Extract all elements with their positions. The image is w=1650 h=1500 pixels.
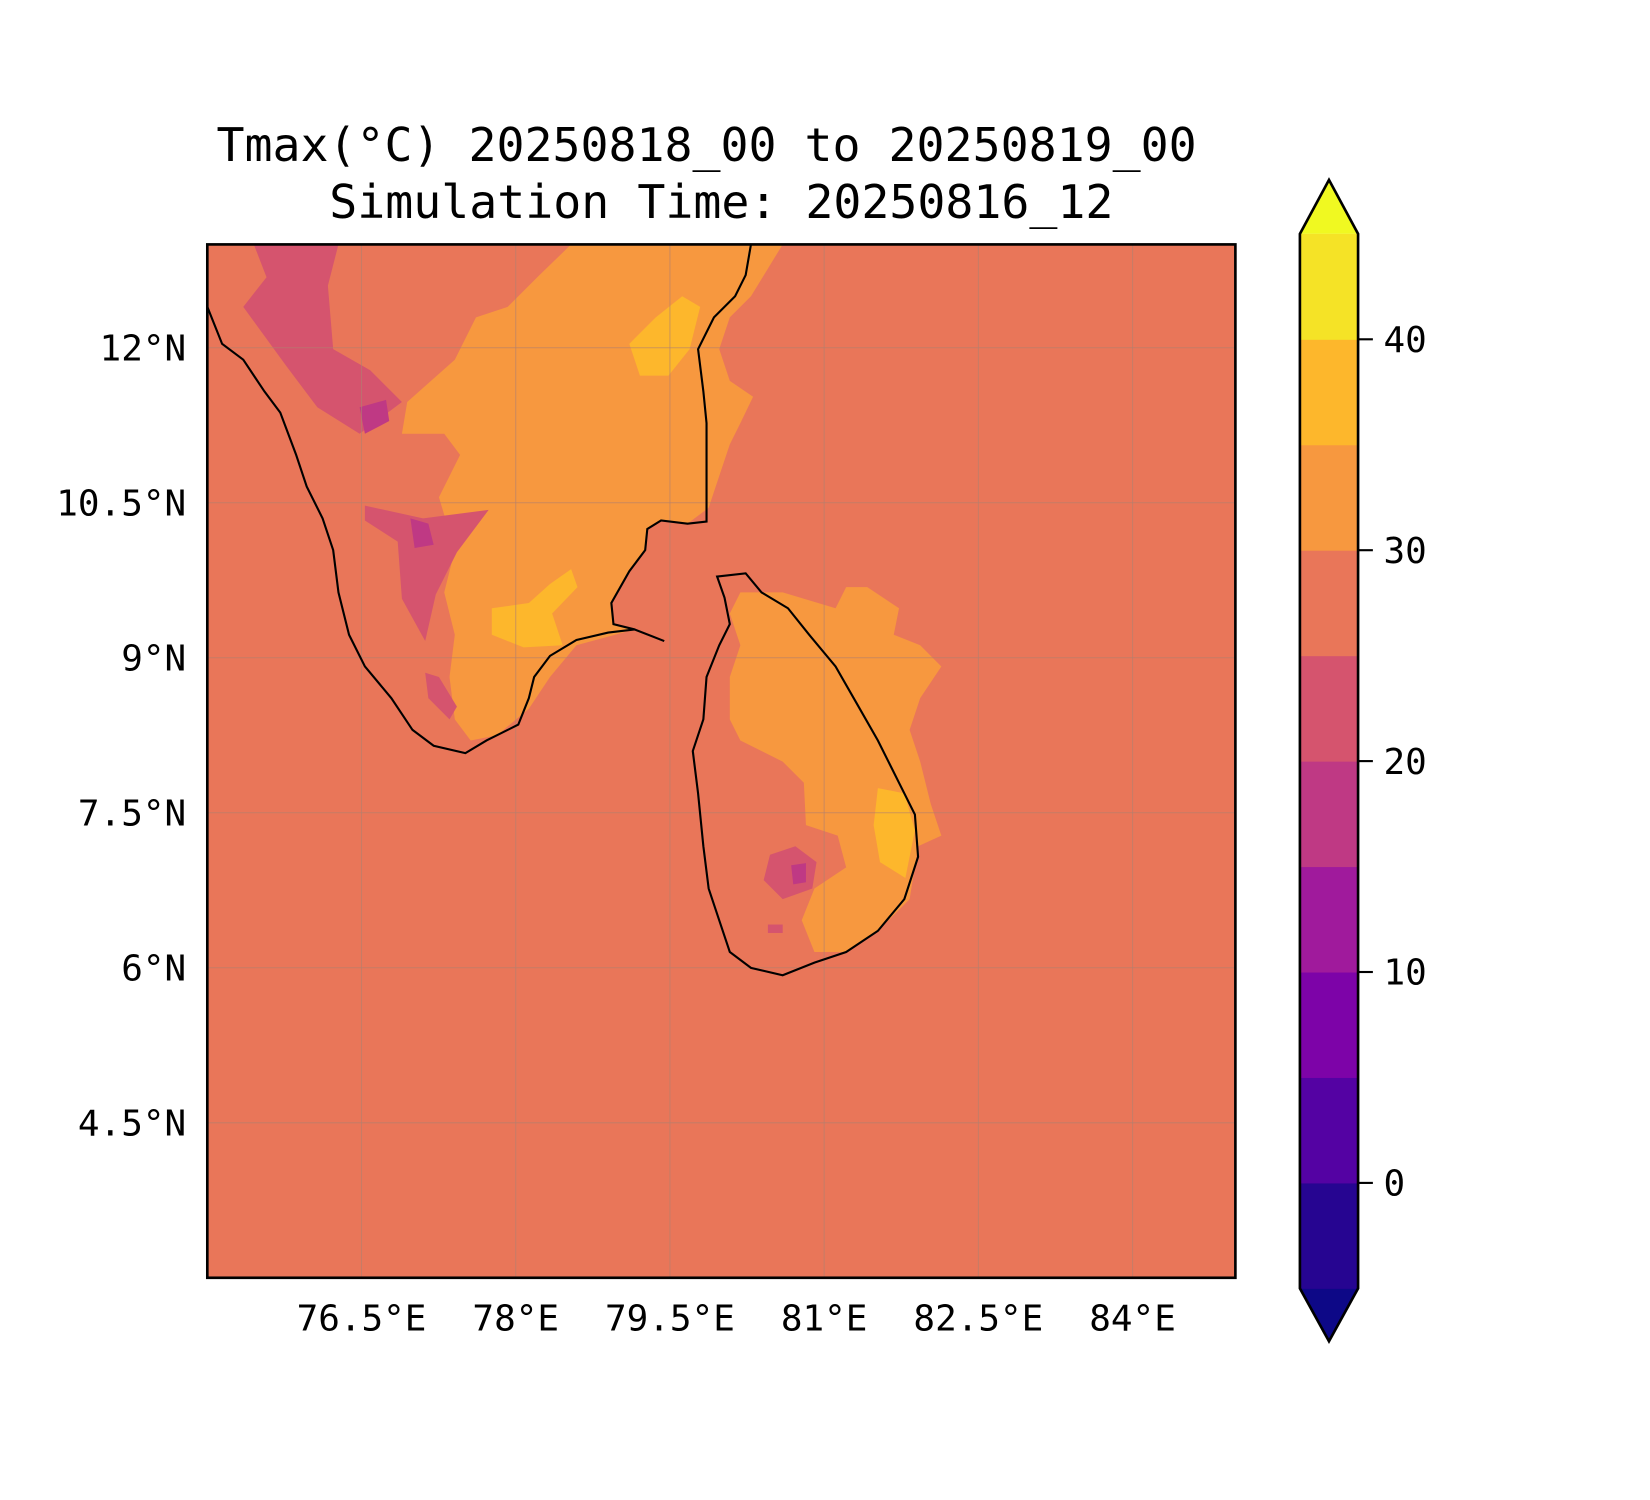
colorbar-band [1299, 1182, 1359, 1289]
y-tick-label: 9°N [121, 638, 186, 679]
chart-title: Tmax(°C) 20250818_00 to 20250819_00 [216, 118, 1196, 172]
colorbar-tick-label: 10 [1383, 953, 1426, 994]
colorbar-under-arrow [1299, 1288, 1359, 1342]
ghats-cool-region-south [364, 505, 489, 642]
y-tick-label: 7.5°N [78, 793, 186, 834]
colorbar-over-arrow [1299, 179, 1359, 234]
ghats-cold-patch-2 [410, 518, 434, 548]
x-tick-label: 82.5°E [913, 1299, 1043, 1340]
colorbar-band [1299, 550, 1359, 657]
colorbar-band [1299, 339, 1359, 446]
y-tick-label: 6°N [121, 948, 186, 989]
srilanka-hills [763, 846, 817, 900]
srilanka-hills-peak [791, 863, 806, 885]
x-tick-label: 84°E [1089, 1299, 1176, 1340]
hot-spot-south [491, 569, 578, 648]
ghats-cold-patch-1 [359, 399, 390, 434]
ghats-cool-region-north [243, 244, 402, 434]
india-coastline [207, 244, 753, 755]
map-area [207, 244, 1236, 1278]
srilanka-coastline [691, 572, 920, 977]
colorbar: 0 10 20 30 40 [1298, 177, 1427, 1344]
colorbar-tick-label: 20 [1383, 742, 1426, 783]
x-tick-label: 81°E [781, 1299, 868, 1340]
srilanka-hot-spot [873, 788, 915, 878]
map-frame [205, 243, 1237, 1280]
colorbar-band [1299, 655, 1359, 762]
x-tick-label: 79.5°E [605, 1299, 735, 1340]
colorbar-tick-label: 30 [1383, 531, 1426, 572]
colorbar-tick-label: 40 [1383, 320, 1426, 361]
colorbar-band [1299, 972, 1359, 1078]
chart-subtitle: Simulation Time: 20250816_12 [329, 175, 1113, 229]
srilanka-patch [767, 924, 783, 933]
ghats-cool-patch [425, 672, 457, 720]
x-tick-label: 78°E [472, 1299, 559, 1340]
colorbar-band [1299, 444, 1359, 551]
x-tick-label: 76.5°E [297, 1299, 427, 1340]
colorbar-band [1299, 761, 1359, 868]
y-tick-label: 12°N [100, 328, 187, 369]
colorbar-outline [1298, 177, 1360, 1344]
y-tick-label: 10.5°N [56, 483, 186, 524]
y-tick-label: 4.5°N [78, 1103, 186, 1144]
colorbar-band [1299, 866, 1359, 973]
colorbar-band [1299, 233, 1359, 340]
colorbar-band [1299, 1077, 1359, 1184]
hot-spot-northeast [629, 296, 701, 376]
colorbar-tick-label: 0 [1383, 1164, 1405, 1205]
